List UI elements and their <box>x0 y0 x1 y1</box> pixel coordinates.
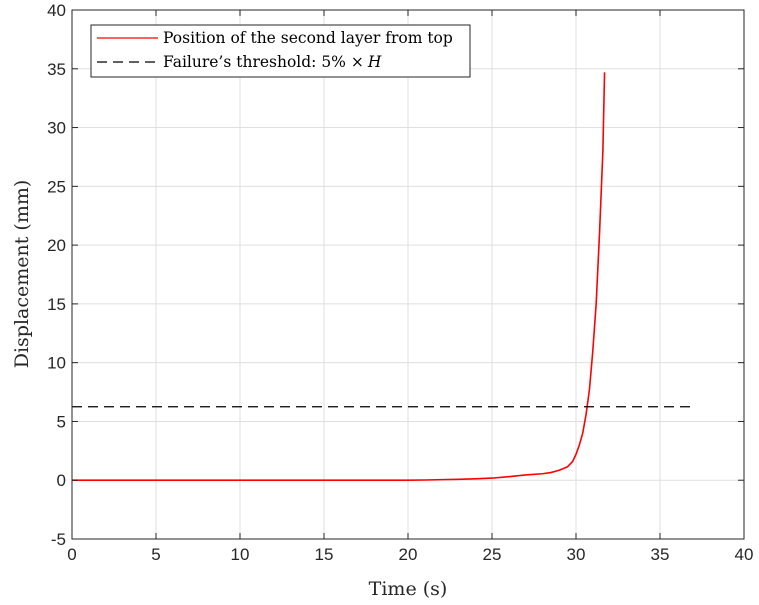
series-layer <box>72 72 694 482</box>
legend-label-threshold-text: Failure’s threshold: 5% <box>163 53 351 71</box>
x-tick-label: 25 <box>483 545 502 564</box>
y-tick-label: 35 <box>47 60 66 79</box>
legend: Position of the second layer from top Fa… <box>90 24 471 78</box>
x-tick-label: 40 <box>735 545 754 564</box>
x-tick-label: 20 <box>399 545 418 564</box>
y-tick-label: 5 <box>57 412 66 431</box>
displacement-series-line <box>72 72 606 482</box>
y-tick-label: -5 <box>51 530 66 549</box>
y-axis-title: Displacement (mm) <box>11 180 33 369</box>
x-tick-label: 10 <box>231 545 250 564</box>
legend-label-threshold-var: H <box>367 53 382 71</box>
x-tick-label: 5 <box>151 545 160 564</box>
x-tick-label: 0 <box>67 545 76 564</box>
y-tick-label: 25 <box>47 177 66 196</box>
y-tick-label: 40 <box>47 1 66 20</box>
legend-label-threshold: Failure’s threshold: 5% × H <box>163 53 382 71</box>
y-tick-label: 15 <box>47 295 66 314</box>
legend-label-threshold-times: × <box>351 53 364 71</box>
y-tick-label: 20 <box>47 236 66 255</box>
legend-box <box>90 24 471 78</box>
y-tick-label: 0 <box>57 471 66 490</box>
x-tick-label: 15 <box>315 545 334 564</box>
legend-label-displacement: Position of the second layer from top <box>163 29 453 47</box>
x-axis-title: Time (s) <box>369 578 448 600</box>
y-tick-label: 30 <box>47 119 66 138</box>
ticks <box>71 9 745 540</box>
y-tick-label: 10 <box>47 354 66 373</box>
x-tick-label: 30 <box>567 545 586 564</box>
x-tick-label: 35 <box>651 545 670 564</box>
